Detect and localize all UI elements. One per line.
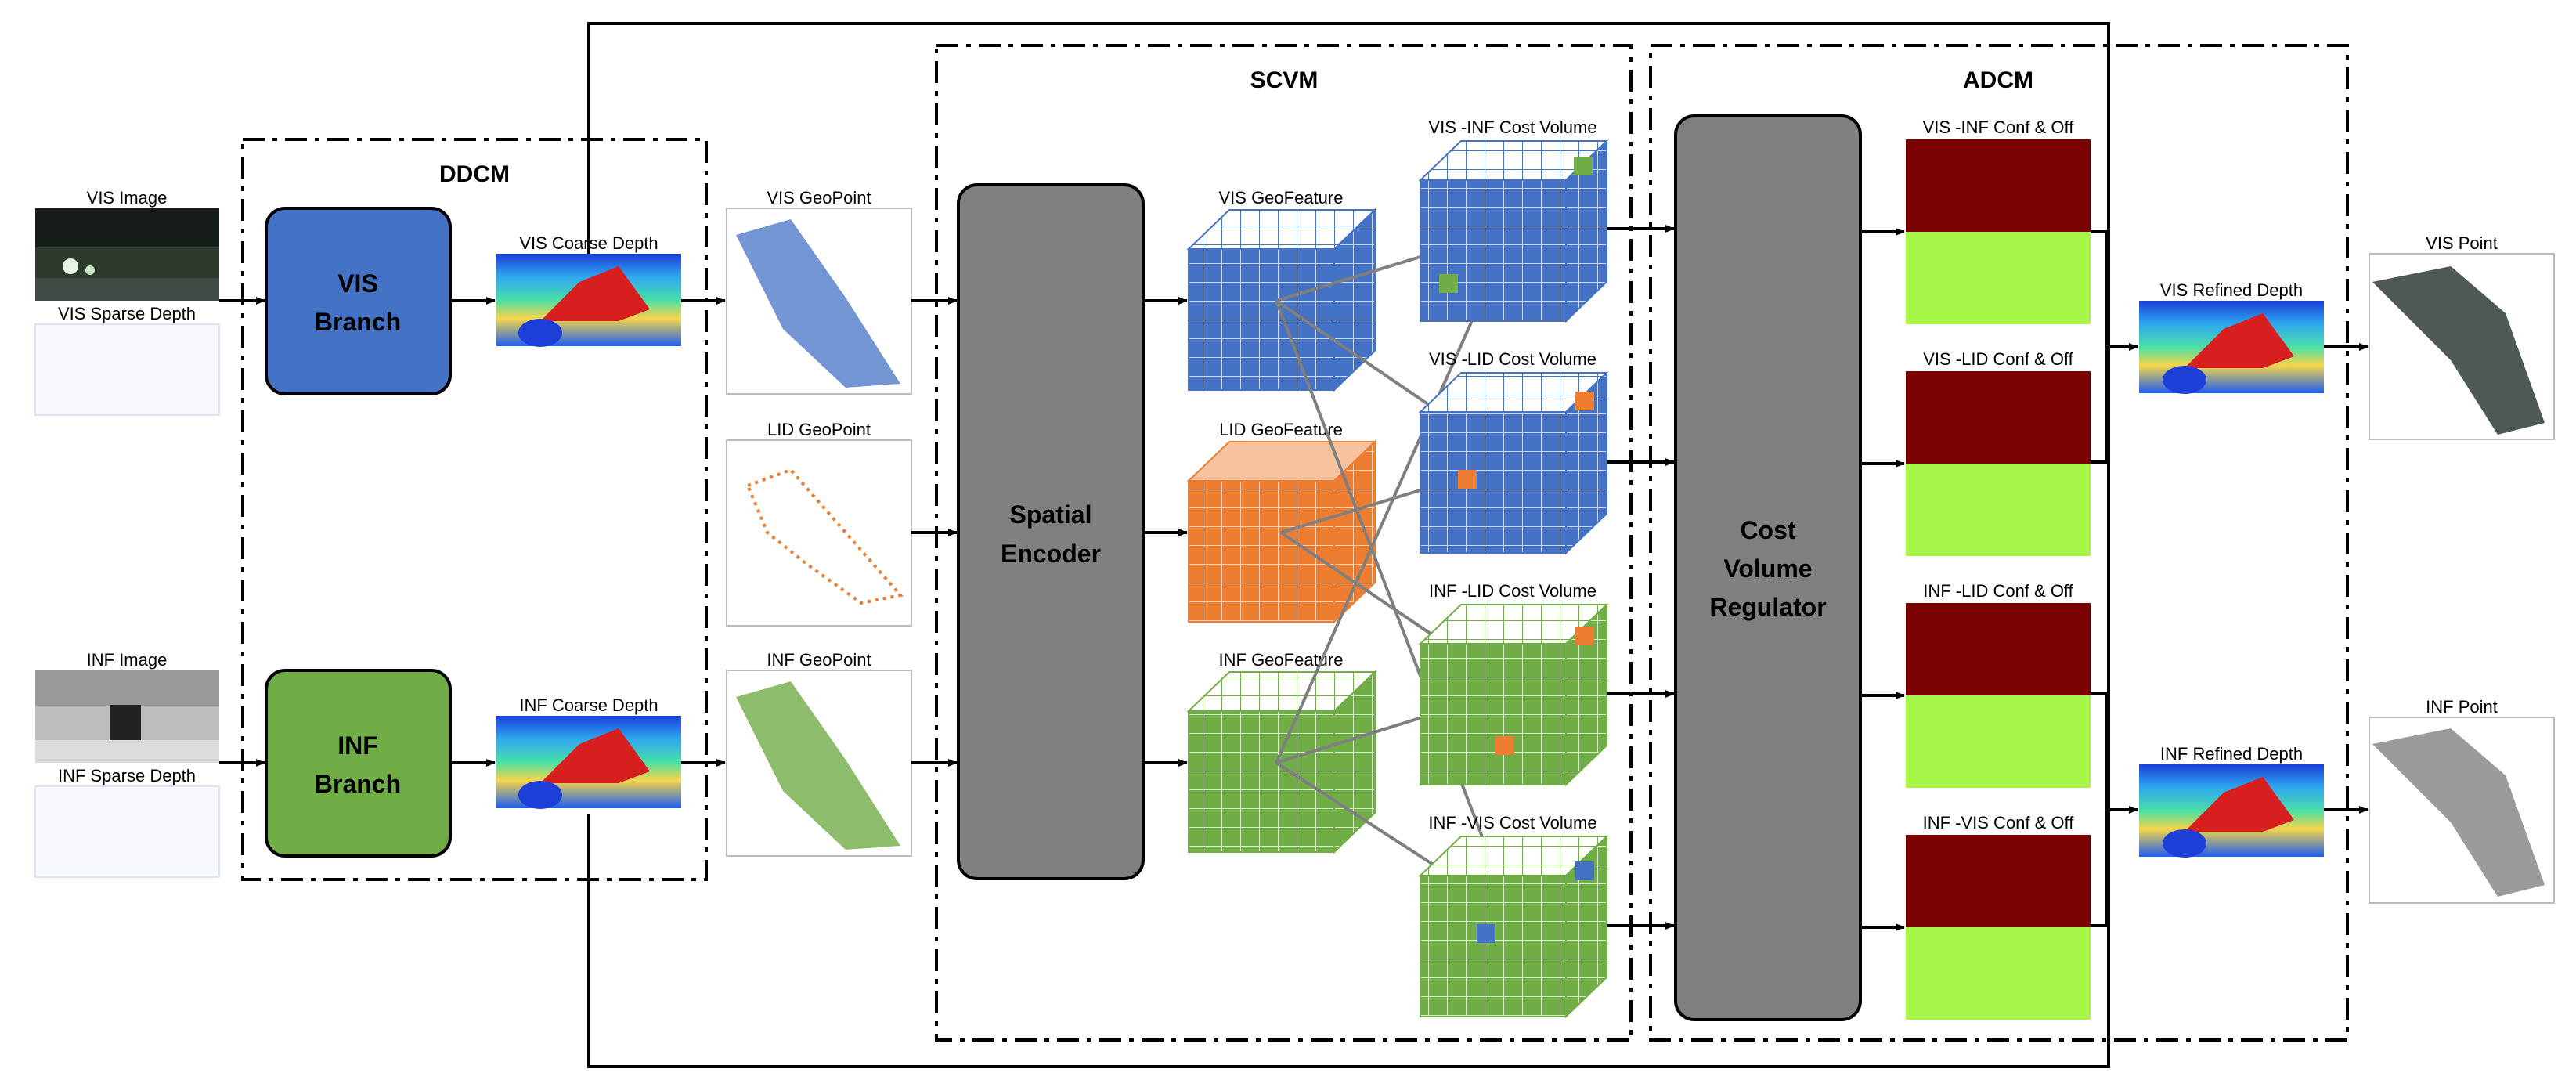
vis-sparse-depth-group: VIS Sparse Depth xyxy=(34,304,220,416)
vis-coarse-depth-label: VIS Coarse Depth xyxy=(519,233,658,253)
lid-geopoint-cloud xyxy=(745,468,904,605)
vis-lid-cost-volume-group: VIS -LID Cost Volume xyxy=(1418,349,1609,555)
vis-image-label: VIS Image xyxy=(87,188,168,208)
vis-refined-depth-label: VIS Refined Depth xyxy=(2160,280,2303,300)
inf-lid-cost-volume-label: INF -LID Cost Volume xyxy=(1429,581,1596,601)
vis-inf-cost-volume-cube xyxy=(1418,139,1609,323)
inf-point-group: INF Point xyxy=(2369,697,2555,904)
vis-sparse-depth-thumb xyxy=(34,323,220,416)
inf-vis-cost-volume-cube xyxy=(1418,834,1609,1019)
inf-branch-label-1: INF xyxy=(337,731,378,760)
vis-point-cloud xyxy=(2372,266,2545,435)
inf-geopoint-group: INF GeoPoint xyxy=(726,650,912,857)
inf-lid-cost-volume-cube xyxy=(1418,602,1609,787)
spatial-encoder-block: Spatial Encoder xyxy=(957,183,1145,880)
inf-refined-depth-group: INF Refined Depth xyxy=(2139,744,2324,858)
vis-inf-offset-map xyxy=(1906,232,2091,324)
vis-geofeature-label: VIS GeoFeature xyxy=(1219,188,1344,208)
ddcm-border xyxy=(241,138,708,881)
vis-inf-cost-volume-group: VIS -INF Cost Volume xyxy=(1418,117,1609,323)
vis-geopoint-cloud xyxy=(736,219,900,388)
inf-sparse-depth-label: INF Sparse Depth xyxy=(58,766,196,785)
vis-lid-conf-off-label: VIS -LID Conf & Off xyxy=(1923,349,2073,369)
inf-vis-conf-off-label: INF -VIS Conf & Off xyxy=(1923,813,2075,832)
vis-image-group: VIS Image xyxy=(35,188,219,301)
inf-geopoint-label: INF GeoPoint xyxy=(767,650,871,670)
inf-geopoint-cloud xyxy=(736,681,900,850)
vis-geofeature-cube xyxy=(1186,208,1377,392)
skip-connection-line xyxy=(587,22,2110,1068)
inf-lid-conf-off-label: INF -LID Conf & Off xyxy=(1923,581,2073,601)
inf-sparse-depth-thumb xyxy=(34,785,220,878)
inf-branch-label-2: Branch xyxy=(315,770,401,798)
regulator-label-2: Volume xyxy=(1723,554,1812,583)
spatial-encoder-label-1: Spatial xyxy=(1010,500,1092,529)
inf-lid-cost-volume-group: INF -LID Cost Volume xyxy=(1418,581,1609,787)
adcm-border xyxy=(1649,44,2349,1042)
vis-geopoint-label: VIS GeoPoint xyxy=(767,188,871,208)
scvm-title: SCVM xyxy=(1250,67,1319,93)
inf-vis-cost-volume-label: INF -VIS Cost Volume xyxy=(1428,813,1596,832)
vis-inf-conf-off-label: VIS -INF Conf & Off xyxy=(1923,117,2075,137)
inf-image-group: INF Image xyxy=(35,650,219,763)
vis-point-group: VIS Point xyxy=(2369,233,2555,440)
adcm-title: ADCM xyxy=(1963,67,2033,93)
vis-coarse-depth-group: VIS Coarse Depth xyxy=(496,233,681,347)
vis-refined-depth-group: VIS Refined Depth xyxy=(2139,280,2324,394)
vis-lid-cost-volume-label: VIS -LID Cost Volume xyxy=(1429,349,1596,369)
spatial-encoder-label-2: Encoder xyxy=(1001,540,1101,568)
inf-coarse-depth-group: INF Coarse Depth xyxy=(496,695,681,809)
inf-sparse-depth-group: INF Sparse Depth xyxy=(34,766,220,878)
ddcm-title: DDCM xyxy=(439,161,510,187)
module-borders xyxy=(241,44,2349,1042)
lid-geopoint-group: LID GeoPoint xyxy=(726,420,912,627)
inf-vis-cost-volume-group: INF -VIS Cost Volume xyxy=(1418,813,1609,1019)
inf-point-label: INF Point xyxy=(2426,697,2498,717)
regulator-label-3: Regulator xyxy=(1709,593,1826,621)
inf-lid-confidence-map xyxy=(1906,603,2091,695)
vis-inf-cost-volume-label: VIS -INF Cost Volume xyxy=(1428,117,1596,137)
inf-coarse-depth-label: INF Coarse Depth xyxy=(519,695,658,715)
vis-inf-confidence-map xyxy=(1906,139,2091,232)
scvm-border xyxy=(935,44,1633,1042)
vis-lid-cost-volume-cube xyxy=(1418,370,1609,555)
inf-point-cloud xyxy=(2372,728,2545,897)
vis-lid-confidence-map xyxy=(1906,371,2091,464)
vis-lid-conf-off-group: VIS -LID Conf & Off xyxy=(1906,349,2091,556)
vis-inf-conf-off-group: VIS -INF Conf & Off xyxy=(1906,117,2091,324)
vis-branch-label-1: VIS xyxy=(337,269,378,298)
inf-vis-offset-map xyxy=(1906,927,2091,1020)
vis-branch-label-2: Branch xyxy=(315,308,401,336)
inf-refined-depth-label: INF Refined Depth xyxy=(2160,744,2303,764)
lid-geopoint-label: LID GeoPoint xyxy=(767,420,871,439)
vis-branch-block: VIS Branch xyxy=(265,207,452,395)
inf-vis-conf-off-group: INF -VIS Conf & Off xyxy=(1906,813,2091,1020)
vis-lid-offset-map xyxy=(1906,464,2091,556)
lid-geofeature-group: LID GeoFeature xyxy=(1186,420,1377,624)
inf-image-label: INF Image xyxy=(87,650,168,670)
inf-vis-confidence-map xyxy=(1906,835,2091,927)
inf-lid-conf-off-group: INF -LID Conf & Off xyxy=(1906,581,2091,788)
regulator-label-1: Cost xyxy=(1740,516,1795,544)
vis-sparse-depth-label: VIS Sparse Depth xyxy=(58,304,196,323)
cost-volume-regulator-block: Cost Volume Regulator xyxy=(1674,114,1862,1021)
vis-geopoint-group: VIS GeoPoint xyxy=(726,188,912,395)
inf-lid-offset-map xyxy=(1906,695,2091,788)
vis-geofeature-group: VIS GeoFeature xyxy=(1186,188,1377,392)
vis-point-label: VIS Point xyxy=(2426,233,2498,253)
inf-branch-block: INF Branch xyxy=(265,669,452,858)
